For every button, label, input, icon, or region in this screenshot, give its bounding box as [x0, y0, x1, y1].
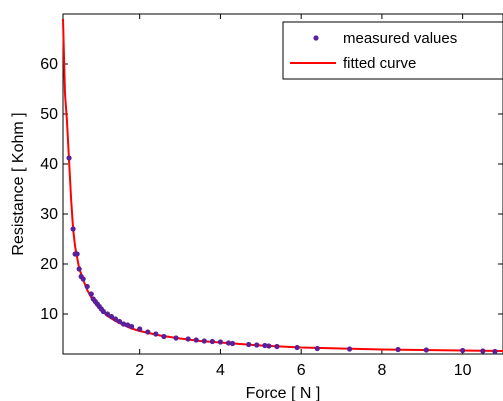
y-tick-label: 20: [40, 256, 58, 273]
x-tick-label: 8: [377, 362, 386, 379]
legend: measured values fitted curve: [282, 21, 503, 80]
legend-marker-measured: [313, 35, 319, 41]
data-point: [104, 311, 111, 317]
data-point: [129, 323, 135, 330]
data-point: [112, 316, 119, 322]
data-point: [173, 335, 179, 341]
data-point: [100, 308, 106, 315]
data-point: [66, 155, 72, 161]
x-tick-label: 10: [454, 362, 472, 379]
data-point: [254, 342, 260, 348]
data-point: [120, 321, 127, 327]
data-point: [84, 283, 90, 290]
data-point: [274, 343, 280, 350]
data-point: [395, 346, 401, 353]
data-point: [262, 342, 268, 349]
data-point: [460, 347, 466, 354]
data-point: [225, 340, 232, 346]
y-tick-label: 50: [40, 106, 58, 123]
y-tick-label: 30: [40, 206, 58, 223]
data-point: [294, 344, 300, 351]
data-point: [492, 348, 498, 355]
data-point: [185, 336, 191, 342]
x-tick-label: 6: [297, 362, 306, 379]
data-point: [108, 313, 115, 320]
data-point: [116, 318, 123, 325]
data-point: [76, 266, 82, 272]
y-axis-label: Resistance [ Kohm ]: [10, 112, 27, 255]
axis-ticks: 2 4 6 8 10 10 20 30 40 50 60: [40, 14, 503, 379]
measured-values-layer: [66, 155, 498, 355]
y-tick-label: 60: [40, 56, 58, 73]
data-point: [217, 339, 224, 345]
data-point: [153, 331, 159, 337]
x-tick-label: 4: [216, 362, 225, 379]
data-point: [266, 343, 272, 349]
x-axis-label: Force [ N ]: [246, 385, 321, 401]
data-point: [229, 340, 236, 347]
y-tick-label: 10: [40, 306, 58, 323]
data-point: [201, 338, 207, 344]
data-point: [480, 348, 486, 354]
legend-label-fitted: fitted curve: [343, 55, 416, 72]
y-tick-label: 40: [40, 156, 58, 173]
legend-label-measured: measured values: [343, 30, 457, 47]
data-point: [88, 291, 94, 297]
data-point: [124, 322, 131, 328]
data-point: [74, 251, 80, 257]
data-point: [246, 341, 252, 348]
data-point: [80, 276, 86, 282]
data-point: [137, 326, 143, 332]
data-point: [70, 226, 76, 232]
data-point: [347, 346, 353, 352]
data-point: [209, 338, 215, 345]
data-point: [193, 337, 199, 343]
data-point: [161, 333, 167, 340]
legend-box: [282, 21, 503, 80]
data-point: [423, 347, 429, 353]
x-tick-label: 2: [135, 362, 144, 379]
data-point: [314, 345, 320, 352]
data-point: [145, 329, 151, 335]
